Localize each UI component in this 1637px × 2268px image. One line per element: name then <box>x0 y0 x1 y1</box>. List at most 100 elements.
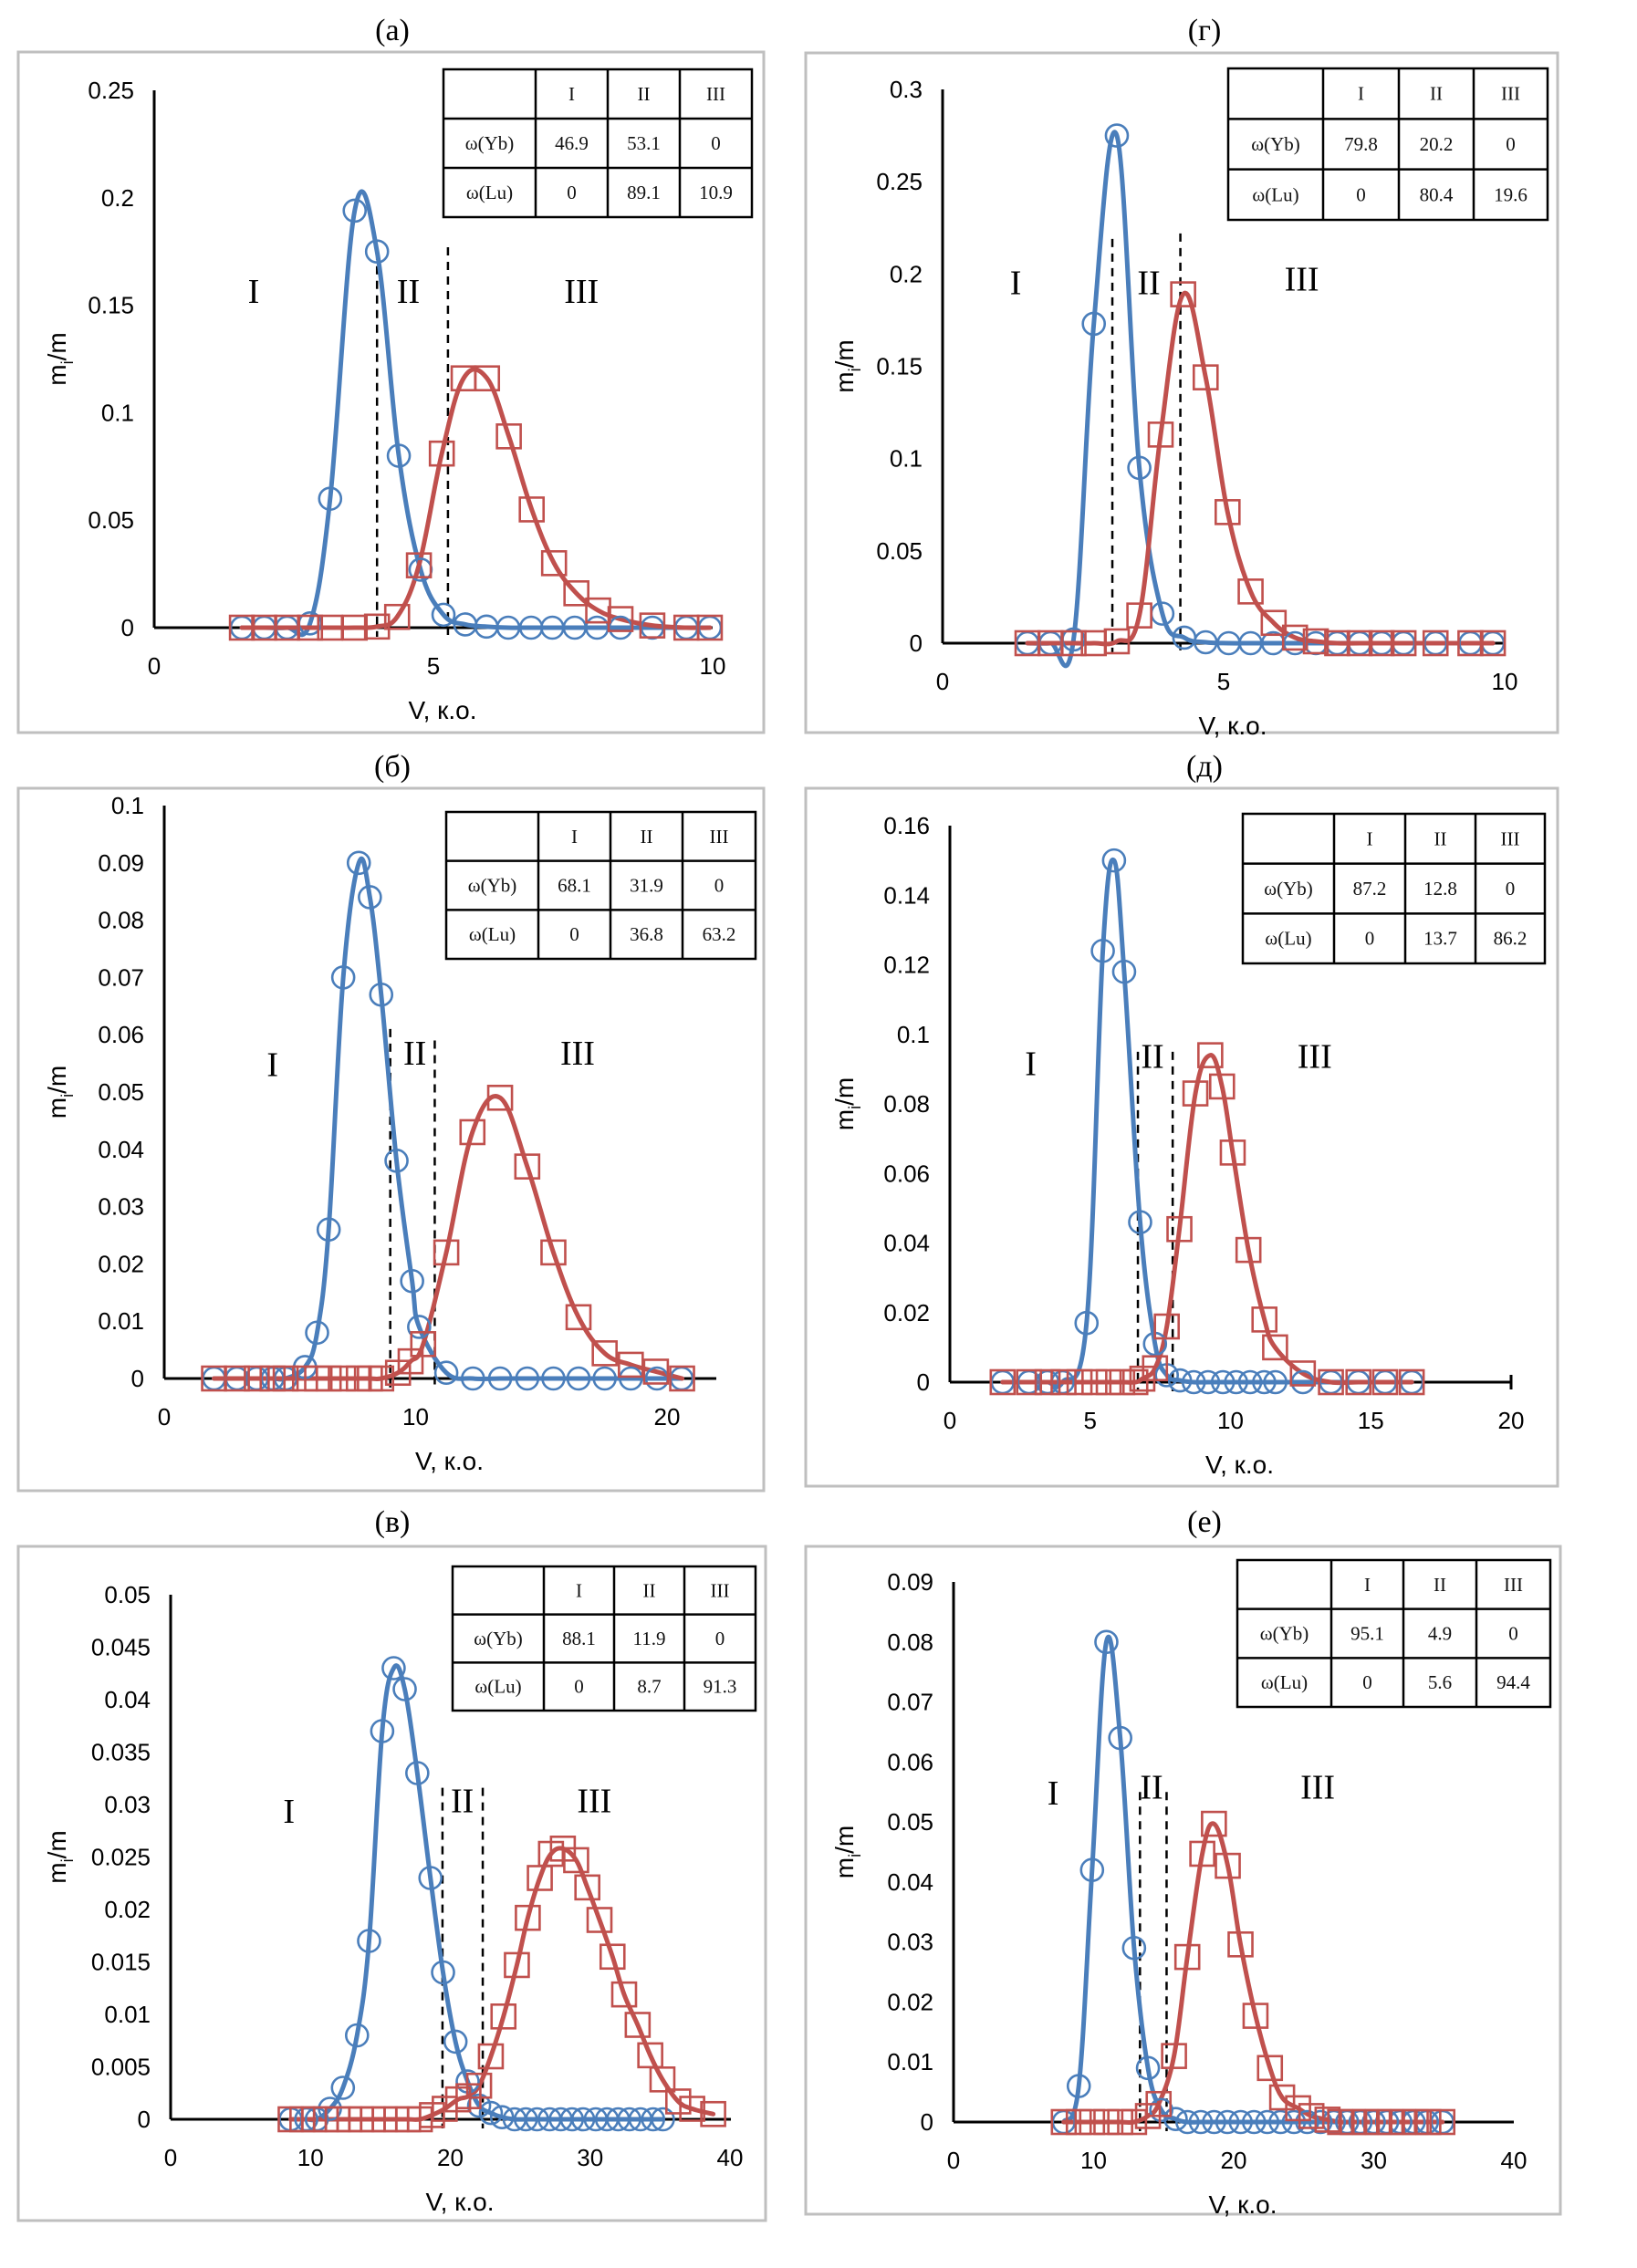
point-yb <box>1263 1369 1288 1395</box>
table-cell: 63.2 <box>703 923 736 945</box>
table-cell: 88.1 <box>562 1628 596 1649</box>
x-tick-label: 0 <box>944 1407 956 1434</box>
table-cell: 0 <box>569 923 579 945</box>
point-lu <box>1235 1236 1262 1264</box>
table-cell: 46.9 <box>555 132 589 154</box>
point-yb <box>1224 1369 1248 1395</box>
point-lu <box>490 2003 517 2030</box>
point-lu <box>1189 1840 1215 1867</box>
point-lu <box>1166 1215 1193 1243</box>
y-tick-label: 0.09 <box>887 1568 933 1596</box>
y-tick-label: 0.25 <box>876 168 923 195</box>
point-yb <box>525 2107 549 2132</box>
table-cell: 31.9 <box>630 875 663 897</box>
table-row-label: ω(Yb) <box>474 1628 522 1649</box>
table-cell: 0 <box>715 1628 725 1649</box>
point-lu <box>477 2043 505 2070</box>
x-tick-label: 0 <box>947 2147 960 2174</box>
point-lu <box>474 365 501 392</box>
table-header-cell: I <box>576 1579 582 1601</box>
table-header-cell: I <box>1358 83 1364 105</box>
point-lu <box>465 2072 493 2099</box>
table-header-cell: II <box>641 826 653 848</box>
point-lu <box>563 1847 589 1874</box>
table-cell: 13.7 <box>1423 928 1457 950</box>
point-yb <box>443 2029 468 2055</box>
point-lu <box>700 2100 726 2128</box>
y-tick-label: 0.09 <box>98 849 144 877</box>
point-lu <box>428 440 455 467</box>
point-lu <box>1219 1139 1246 1166</box>
point-yb <box>342 198 368 224</box>
point-lu <box>1227 1930 1254 1958</box>
point-lu <box>1153 1313 1180 1340</box>
point-yb <box>431 602 456 628</box>
y-tick-label: 0.02 <box>104 1896 151 1923</box>
table-cell: 5.6 <box>1428 1671 1452 1693</box>
point-yb <box>559 2107 585 2132</box>
y-axis-title: mi/m <box>43 1830 77 1883</box>
table-cell: 0 <box>1365 928 1375 950</box>
table-cell: 4.9 <box>1428 1623 1452 1645</box>
table-row-label: ω(Yb) <box>1264 878 1312 900</box>
y-tick-label: 0.05 <box>887 1808 933 1836</box>
point-yb <box>515 1366 540 1391</box>
table-cell: 68.1 <box>558 875 591 897</box>
point-lu <box>224 1365 250 1392</box>
point-lu <box>1173 1943 1201 1971</box>
point-lu <box>1197 1042 1224 1068</box>
table-row-label: ω(Lu) <box>474 1676 521 1698</box>
y-axis-title-subscript: i <box>846 1854 864 1857</box>
point-lu <box>1298 2103 1325 2129</box>
point-yb <box>1210 1369 1236 1395</box>
point-yb <box>466 2093 492 2118</box>
y-tick-label: 0.08 <box>887 1628 933 1656</box>
point-lu <box>618 1351 644 1378</box>
y-tick-label: 0.04 <box>98 1136 144 1163</box>
point-yb <box>1237 1369 1263 1395</box>
point-yb <box>1135 2055 1161 2081</box>
y-tick-label: 0.045 <box>91 1634 151 1661</box>
table-cell: 0 <box>1362 1671 1372 1693</box>
point-yb <box>566 1366 591 1391</box>
y-tick-label: 0 <box>910 629 923 657</box>
point-lu <box>514 1153 541 1180</box>
point-lu <box>1192 364 1219 390</box>
point-lu <box>495 423 522 450</box>
point-lu <box>1242 2003 1269 2029</box>
point-yb <box>381 1656 406 1680</box>
point-lu <box>515 1904 541 1931</box>
point-yb <box>344 2023 370 2048</box>
point-lu <box>649 2066 676 2093</box>
point-yb <box>1255 2109 1280 2135</box>
point-yb <box>1228 2109 1253 2135</box>
point-lu <box>624 2012 652 2038</box>
x-axis-title: V, к.о. <box>1205 1451 1274 1479</box>
point-lu <box>565 1304 592 1331</box>
point-lu <box>1415 2108 1442 2136</box>
point-yb <box>433 1360 459 1386</box>
point-yb <box>1081 311 1107 337</box>
point-lu <box>259 1365 287 1392</box>
point-lu <box>297 614 324 641</box>
y-tick-label: 0.05 <box>876 537 923 565</box>
y-tick-label: 0.025 <box>91 1844 151 1871</box>
point-lu <box>459 1118 486 1146</box>
y-tick-label: 0.14 <box>883 881 930 909</box>
point-lu <box>1126 602 1152 629</box>
point-lu <box>1142 1355 1169 1382</box>
x-tick-label: 40 <box>717 2144 744 2171</box>
region-label-II: II <box>1141 1038 1163 1077</box>
point-yb <box>513 2107 538 2132</box>
table-row-label: ω(Yb) <box>468 875 516 897</box>
point-yb <box>330 965 356 990</box>
table-cell: 36.8 <box>630 923 663 945</box>
x-tick-label: 10 <box>402 1403 429 1431</box>
y-axis-title-tail: /m <box>43 1066 71 1094</box>
y-axis-title-main: m <box>43 1862 71 1883</box>
point-yb <box>1066 2074 1091 2098</box>
y-axis-title-tail: /m <box>43 332 71 360</box>
y-tick-label: 0.16 <box>883 812 930 839</box>
table-cell: 11.9 <box>633 1628 666 1649</box>
point-yb <box>358 885 382 910</box>
